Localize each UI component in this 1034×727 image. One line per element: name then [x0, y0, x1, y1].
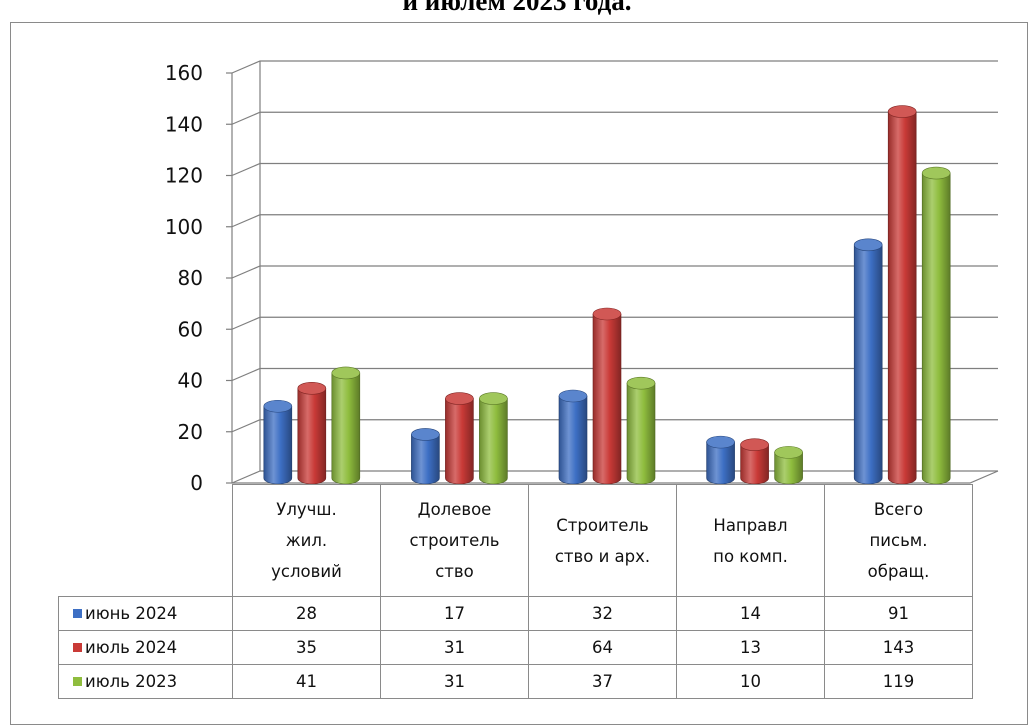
data-table: Улучш. жил. условий Долевое строитель ство Стр… — [58, 484, 973, 699]
bar-top — [592, 307, 622, 321]
bar — [740, 444, 769, 485]
data-label: 10 — [676, 664, 825, 699]
data-label: 119 — [824, 664, 973, 699]
gridline — [231, 316, 998, 330]
bar-top — [774, 446, 803, 459]
table-row: июнь 2024 28 17 32 14 91 — [58, 596, 973, 631]
page-title: и июлем 2023 года. — [402, 0, 632, 16]
y-tick-label: 160 — [165, 61, 203, 85]
x-tick-label-line: ство — [435, 562, 474, 581]
bar — [411, 434, 440, 485]
y-tick-label: 20 — [178, 420, 203, 444]
y-tick-label: 80 — [178, 266, 203, 290]
data-label: 31 — [380, 664, 529, 699]
data-label: 64 — [528, 630, 677, 665]
gridline — [231, 419, 998, 433]
bar-top — [297, 382, 327, 395]
data-label: 143 — [824, 630, 973, 665]
table-corner — [58, 484, 233, 597]
y-tick-label: 100 — [165, 215, 203, 239]
data-label: 91 — [824, 596, 973, 631]
bar — [626, 382, 656, 485]
bar-top — [626, 376, 656, 390]
legend-swatch — [73, 643, 82, 652]
table-row: июль 2024 35 31 64 13 143 — [58, 630, 973, 665]
legend-entry: июль 2024 — [58, 630, 233, 665]
x-tick-label-line: Долевое — [417, 500, 492, 519]
floor-front-edge — [232, 470, 999, 484]
legend-entry: июнь 2024 — [58, 596, 233, 631]
x-tick-label-line: Улучш. — [276, 500, 337, 519]
x-tick-label: Долевое строитель ство — [380, 484, 529, 597]
x-tick-label-line: строитель — [409, 531, 500, 550]
data-label: 28 — [232, 596, 381, 631]
gridline — [231, 111, 998, 125]
bar — [592, 313, 622, 485]
x-tick-label-line: по комп. — [713, 546, 788, 566]
data-label: 41 — [232, 664, 381, 699]
y-tick-label: 60 — [178, 317, 203, 341]
x-tick-label-line: письм. — [869, 531, 928, 550]
bar — [479, 398, 508, 485]
legend-label: июнь 2024 — [85, 604, 178, 623]
bar-top — [558, 389, 588, 403]
y-tick-label: 140 — [165, 112, 203, 136]
bar — [921, 172, 951, 485]
x-tick-label-line: ство и арх. — [554, 546, 651, 566]
x-tick-label-line: условий — [271, 562, 342, 581]
data-label: 37 — [528, 664, 677, 699]
bar — [297, 388, 327, 485]
legend-swatch — [73, 609, 82, 618]
bar — [774, 452, 803, 485]
data-label: 35 — [232, 630, 381, 665]
gridline — [231, 60, 998, 74]
bar — [887, 111, 917, 485]
x-tick-label: Улучш. жил. условий — [232, 484, 381, 597]
data-label: 13 — [676, 630, 825, 665]
x-tick-label-line: Всего — [873, 500, 924, 519]
y-tick-label: 40 — [178, 369, 203, 393]
data-label: 31 — [380, 630, 529, 665]
table-header-row: Улучш. жил. условий Долевое строитель ство Стр… — [58, 484, 973, 597]
legend-label: июль 2024 — [85, 638, 178, 657]
x-tick-label-line: Направл — [713, 515, 788, 535]
floor-edge-left — [231, 470, 261, 484]
legend-label: июль 2023 — [85, 672, 178, 691]
bar — [331, 372, 361, 485]
x-tick-label: Всего письм. обращ. — [824, 484, 973, 597]
data-label: 14 — [676, 596, 825, 631]
bar — [853, 244, 883, 485]
legend-entry: июль 2023 — [58, 664, 233, 699]
bar-top — [445, 392, 474, 405]
x-tick-label-line: Строитель — [556, 515, 649, 535]
gridline — [231, 265, 998, 279]
x-tick-label: Направл по комп. — [676, 484, 825, 597]
x-tick-label-line: обращ. — [867, 562, 930, 581]
bar — [445, 398, 474, 485]
bar-top — [921, 166, 951, 180]
table-row: июль 2023 41 31 37 10 119 — [58, 664, 973, 699]
bar-top — [263, 399, 293, 413]
bar — [706, 441, 735, 485]
x-tick-label-line: жил. — [285, 531, 328, 550]
bar-top — [853, 238, 883, 252]
gridline — [231, 162, 998, 177]
legend-swatch — [73, 677, 82, 686]
bar-top — [479, 392, 508, 405]
data-label: 17 — [380, 596, 529, 631]
bar-top — [887, 105, 917, 118]
gridline — [231, 214, 998, 228]
bar — [263, 405, 293, 485]
bar-top — [331, 366, 361, 380]
gridline — [231, 367, 998, 382]
bar-top — [740, 438, 769, 451]
bar — [558, 395, 588, 485]
x-tick-label: Строитель ство и арх. — [528, 484, 677, 597]
data-label: 32 — [528, 596, 677, 631]
bar-top — [411, 428, 440, 441]
y-tick-label: 120 — [165, 164, 203, 188]
bar-top — [706, 435, 735, 449]
